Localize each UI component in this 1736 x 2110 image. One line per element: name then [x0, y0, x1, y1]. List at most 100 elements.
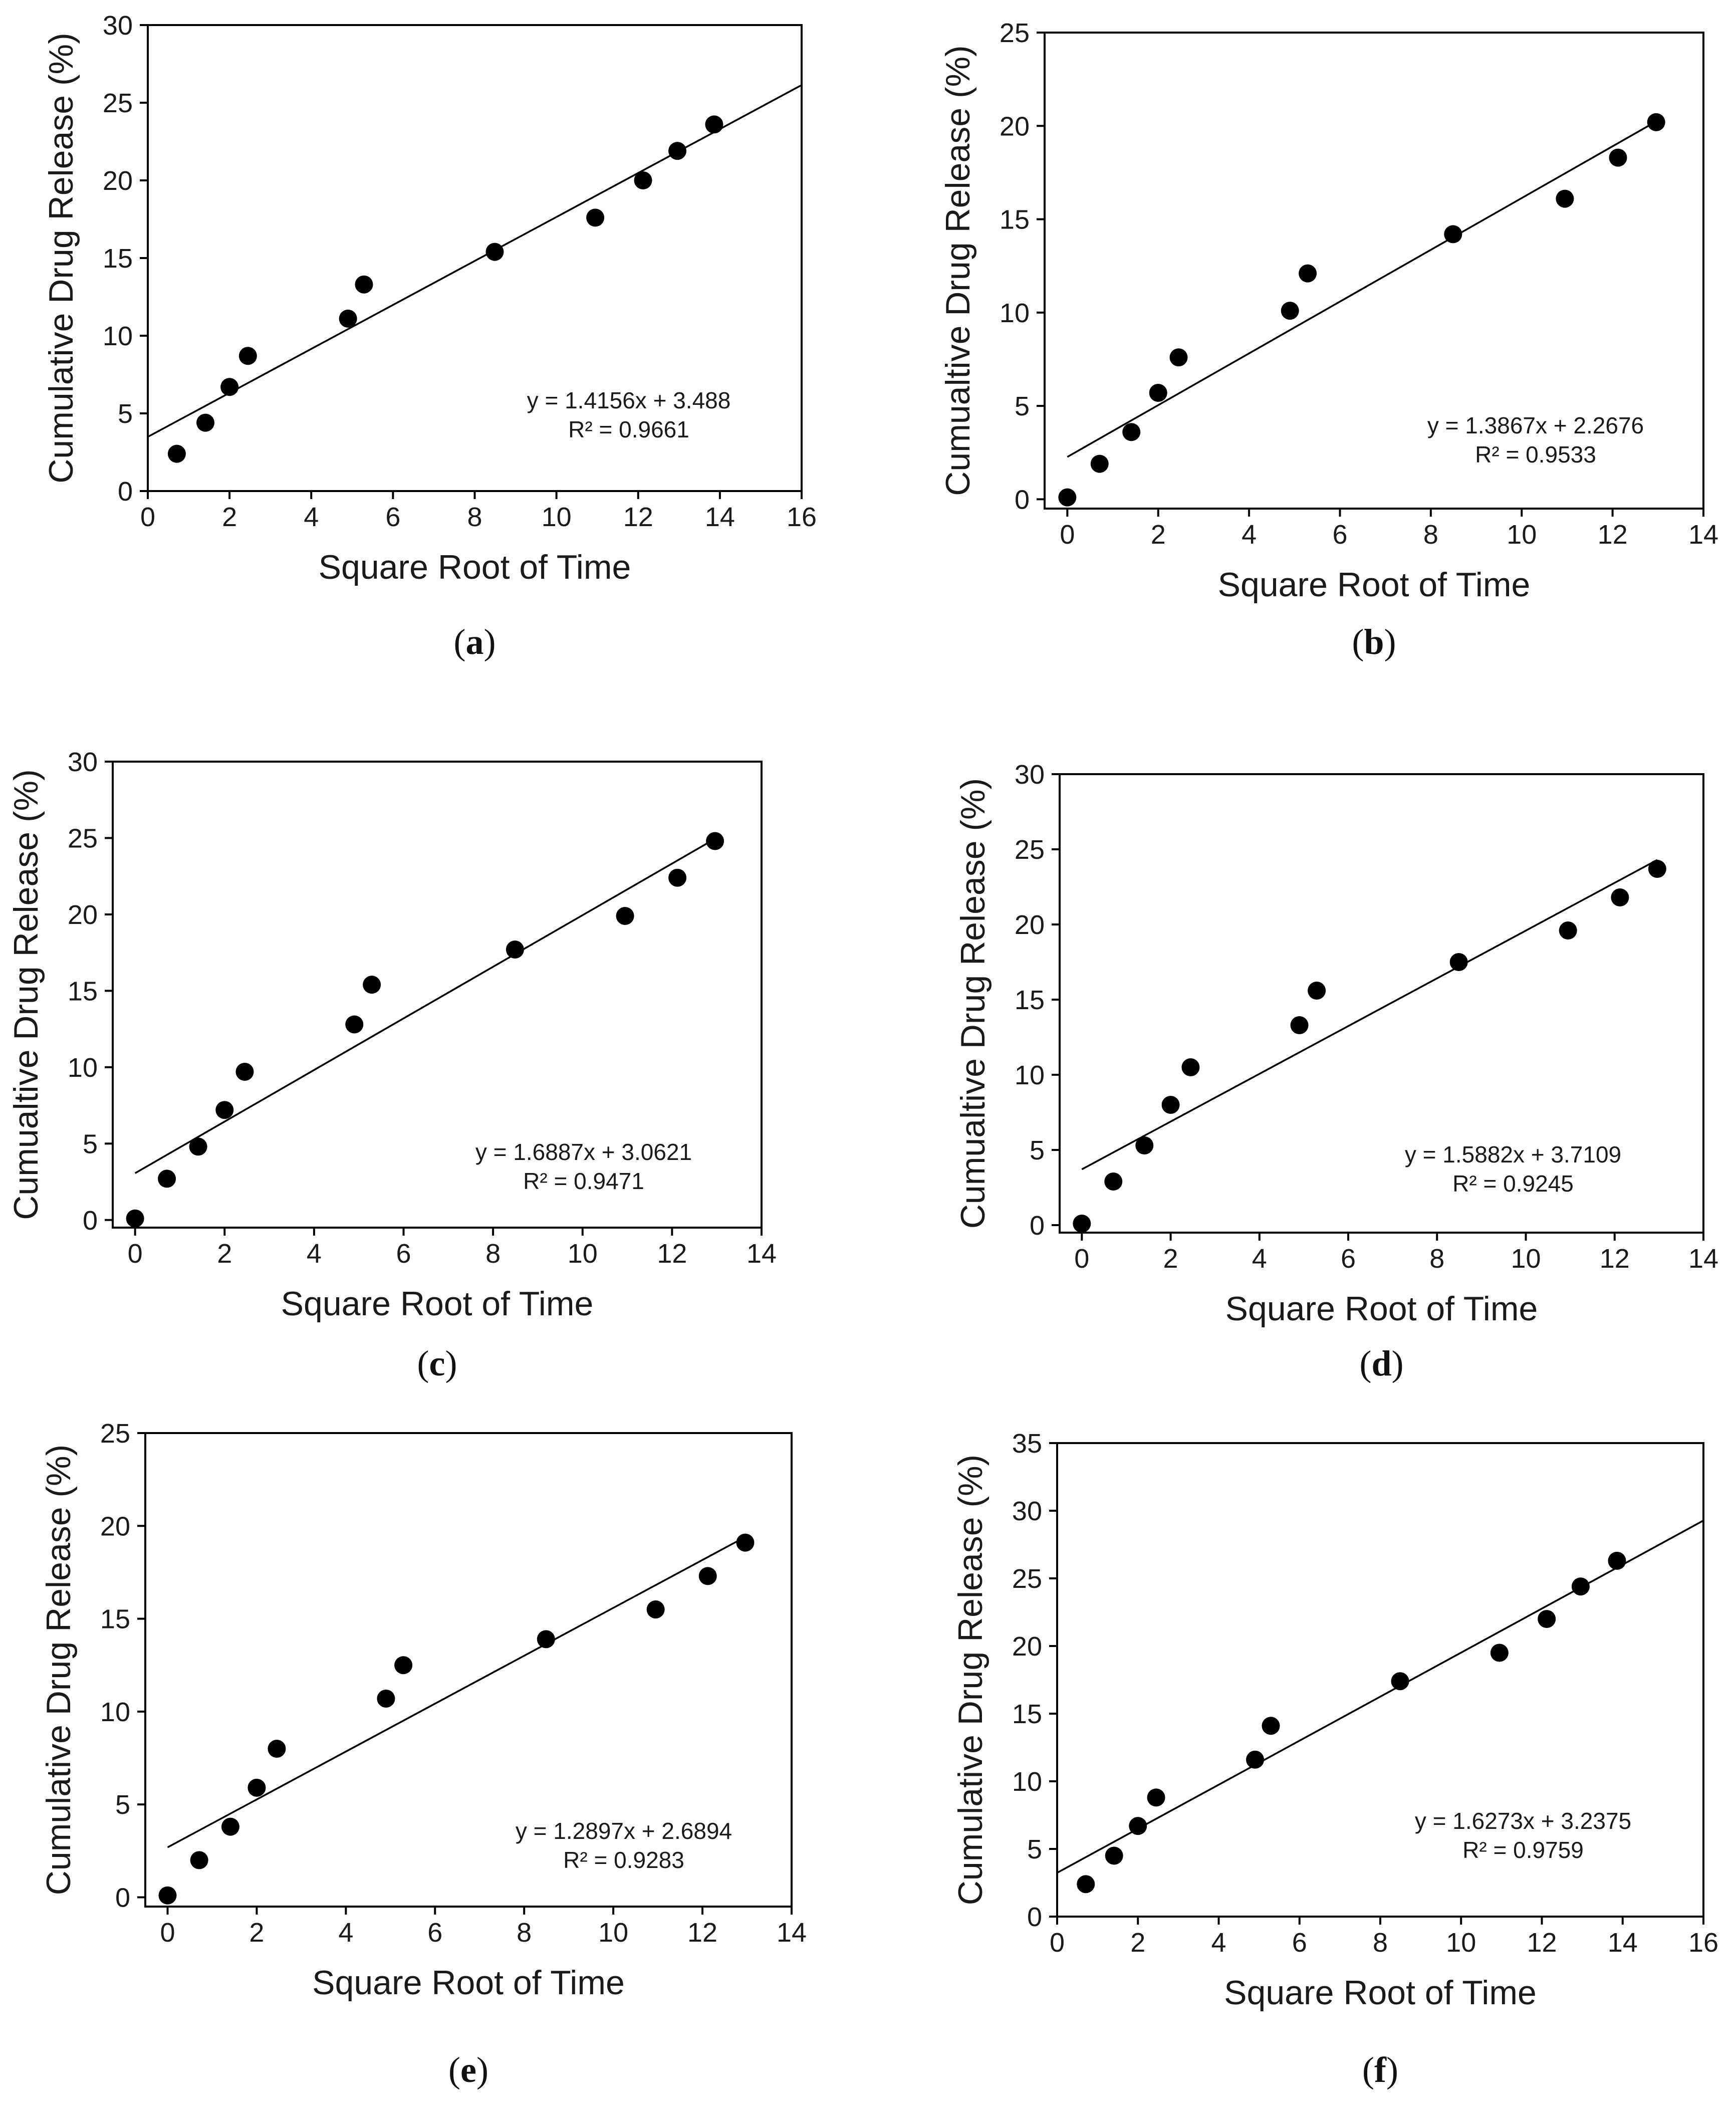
data-point-a: [355, 275, 373, 294]
trend-line-a: [148, 84, 802, 438]
y-tick-label-d: 10: [1015, 1060, 1045, 1090]
data-point-d: [1104, 1173, 1123, 1191]
x-tick-label-a: 6: [385, 502, 400, 532]
y-tick-label-c: 15: [68, 976, 98, 1006]
data-point-a: [167, 444, 186, 463]
x-tick-label-d: 8: [1429, 1244, 1444, 1274]
panel-caption-c: (c): [417, 1343, 457, 1383]
y-tick-label-c: 25: [68, 823, 98, 853]
x-tick-label-e: 14: [777, 1918, 807, 1948]
trend-line-c: [134, 838, 715, 1174]
equation-label-c: y = 1.6887x + 3.0621: [475, 1139, 692, 1165]
x-tick-label-f: 16: [1688, 1928, 1718, 1958]
x-tick-label-e: 12: [687, 1918, 717, 1948]
x-tick-label-a: 14: [705, 502, 735, 532]
x-tick-label-c: 0: [128, 1239, 143, 1269]
x-tick-label-e: 4: [338, 1918, 353, 1948]
y-tick-label-f: 0: [1027, 1902, 1042, 1932]
y-tick-label-b: 15: [1000, 205, 1030, 235]
data-point-a: [705, 115, 723, 134]
x-axis-label-b: Square Root of Time: [1218, 566, 1531, 604]
y-axis-label-a: Cumulative Drug Release (%): [42, 33, 80, 483]
x-tick-label-a: 12: [623, 502, 653, 532]
r-squared-label-e: R² = 0.9283: [563, 1847, 684, 1873]
data-point-d: [1290, 1016, 1309, 1034]
y-tick-label-f: 30: [1012, 1496, 1042, 1526]
y-tick-label-f: 10: [1012, 1767, 1042, 1797]
x-tick-label-d: 10: [1511, 1244, 1541, 1274]
y-tick-label-f: 5: [1027, 1834, 1042, 1864]
data-point-e: [158, 1886, 177, 1905]
data-point-e: [698, 1567, 717, 1585]
data-point-a: [668, 142, 687, 160]
data-point-a: [339, 309, 357, 328]
data-point-b: [1058, 488, 1077, 507]
panel-caption-letter-f: f: [1374, 2050, 1387, 2090]
x-tick-label-f: 14: [1608, 1928, 1638, 1958]
r-squared-label-d: R² = 0.9245: [1452, 1170, 1574, 1197]
data-point-e: [268, 1740, 286, 1758]
x-tick-label-d: 4: [1252, 1244, 1267, 1274]
y-axis-label-b: Cumualtive Drug Release (%): [939, 45, 977, 496]
y-tick-label-f: 25: [1012, 1564, 1042, 1594]
x-tick-label-d: 12: [1600, 1244, 1630, 1274]
data-point-e: [377, 1689, 395, 1708]
data-point-c: [126, 1209, 144, 1228]
y-tick-label-d: 20: [1015, 910, 1045, 940]
panel-caption-f: (f): [1362, 2050, 1398, 2090]
data-point-c: [215, 1101, 234, 1119]
y-tick-label-a: 10: [103, 321, 133, 351]
x-tick-label-f: 10: [1446, 1928, 1476, 1958]
data-point-c: [706, 832, 724, 850]
y-tick-label-f: 15: [1012, 1699, 1042, 1729]
x-axis-label-e: Square Root of Time: [312, 1964, 625, 2002]
x-tick-label-a: 8: [467, 502, 482, 532]
equation-label-b: y = 1.3867x + 2.2676: [1427, 412, 1644, 438]
data-point-b: [1169, 348, 1188, 367]
y-tick-label-b: 20: [1000, 111, 1030, 141]
y-tick-label-c: 20: [68, 900, 98, 930]
y-tick-label-f: 20: [1012, 1631, 1042, 1662]
x-tick-label-c: 12: [657, 1239, 687, 1269]
panel-c: 0 2 4 6 8 10 12 14 0 5 10 15 20 25 30 Square Root of Ti…: [7, 747, 777, 1383]
y-tick-label-e: 5: [115, 1790, 130, 1820]
x-tick-label-b: 0: [1060, 520, 1075, 550]
data-point-e: [736, 1533, 755, 1552]
y-axis-label-d: Cumualtive Drug Release (%): [954, 778, 992, 1229]
y-tick-label-e: 10: [100, 1697, 130, 1727]
x-tick-label-c: 8: [485, 1239, 501, 1269]
x-tick-label-a: 0: [140, 502, 155, 532]
y-tick-label-b: 25: [1000, 18, 1030, 48]
x-tick-label-c: 10: [568, 1239, 598, 1269]
panel-caption-e: (e): [448, 2050, 488, 2090]
trend-line-d: [1081, 859, 1658, 1170]
data-point-b: [1122, 423, 1141, 441]
data-point-f: [1129, 1817, 1147, 1835]
x-tick-label-b: 10: [1507, 520, 1537, 550]
y-axis-label-e: Cumulative Drug Release (%): [40, 1445, 78, 1895]
panel-caption-letter-b: b: [1364, 622, 1384, 662]
x-tick-label-e: 0: [160, 1918, 175, 1948]
y-tick-label-a: 25: [103, 88, 133, 118]
panel-caption-a: (a): [454, 622, 496, 662]
x-axis-label-f: Square Root of Time: [1224, 1974, 1537, 2012]
data-point-c: [506, 941, 524, 959]
x-tick-label-d: 0: [1074, 1244, 1089, 1274]
x-axis-label-c: Square Root of Time: [281, 1285, 594, 1323]
y-tick-label-a: 20: [103, 166, 133, 196]
panel-e: 0 2 4 6 8 10 12 14 0 5 10 15 20 25 Square Root of Time…: [40, 1419, 807, 2090]
data-point-c: [235, 1062, 254, 1081]
y-tick-label-d: 25: [1015, 835, 1045, 865]
y-tick-label-c: 0: [83, 1206, 98, 1236]
trend-line-e: [167, 1536, 746, 1848]
plot-frame-c: [112, 761, 763, 1229]
r-squared-label-b: R² = 0.9533: [1475, 441, 1596, 467]
x-tick-label-a: 10: [542, 502, 572, 532]
x-tick-label-d: 14: [1688, 1244, 1718, 1274]
data-point-f: [1608, 1551, 1626, 1570]
data-point-c: [158, 1169, 176, 1188]
y-tick-label-c: 5: [83, 1129, 98, 1159]
panel-caption-letter-c: c: [429, 1343, 445, 1383]
